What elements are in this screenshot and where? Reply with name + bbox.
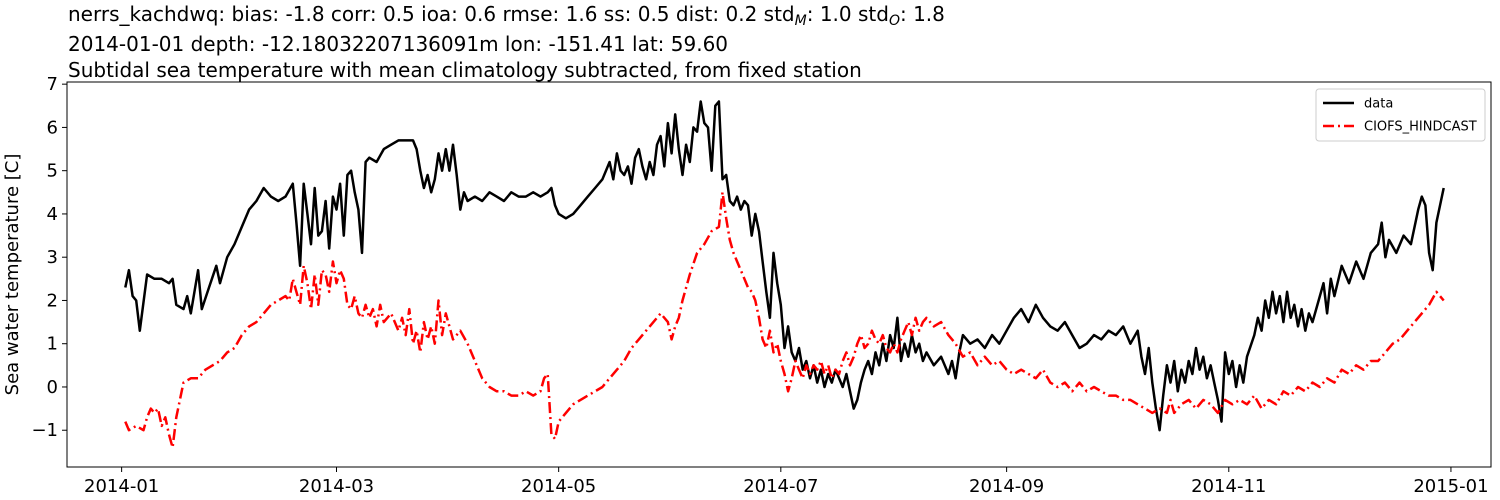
y-tick-label: 3 <box>47 247 58 268</box>
legend: data CIOFS_HINDCAST <box>1315 88 1486 142</box>
x-tick-label: 2014-01 <box>84 476 159 497</box>
title-std-m-value: : 1.0 std <box>806 2 889 26</box>
legend-label-data: data <box>1364 97 1393 112</box>
y-axis-label: Sea water temperature [C] <box>2 154 23 396</box>
x-tick-label: 2014-11 <box>1191 476 1266 497</box>
title-std-m-sub: M <box>794 13 807 29</box>
plot-area-frame <box>66 81 1492 468</box>
y-tick-label: 0 <box>47 377 58 398</box>
x-tick-label: 2015-01 <box>1413 476 1488 497</box>
y-tick-label: 2 <box>47 290 58 311</box>
x-tick-label: 2014-09 <box>969 476 1044 497</box>
title-stats: nerrs_kachdwq: bias: -1.8 corr: 0.5 ioa:… <box>68 2 795 26</box>
legend-label-ciofs-hindcast: CIOFS_HINDCAST <box>1364 120 1477 135</box>
y-tick-label: 7 <box>47 74 58 95</box>
series-line-ciofs-hindcast <box>124 191 1445 449</box>
y-tick-label: 5 <box>47 161 58 182</box>
y-tick-label: −1 <box>31 420 58 441</box>
title-std-o-value: : 1.8 <box>899 2 945 26</box>
x-tick-label: 2014-07 <box>743 476 818 497</box>
y-tick-label: 1 <box>47 334 58 355</box>
legend-box <box>1315 88 1486 142</box>
chart-title-line-2: 2014-01-01 depth: -12.18032207136091m lo… <box>68 32 729 56</box>
title-std-o-sub: O <box>888 13 900 29</box>
x-tick-label: 2014-03 <box>299 476 374 497</box>
x-tick-label: 2014-05 <box>521 476 596 497</box>
series-line-data <box>124 100 1445 432</box>
y-tick-label: 4 <box>47 204 58 225</box>
chart-title-line-3: Subtidal sea temperature with mean clima… <box>68 58 862 82</box>
y-tick-label: 6 <box>47 117 58 138</box>
chart-title-line-1: nerrs_kachdwq: bias: -1.8 corr: 0.5 ioa:… <box>68 2 945 29</box>
